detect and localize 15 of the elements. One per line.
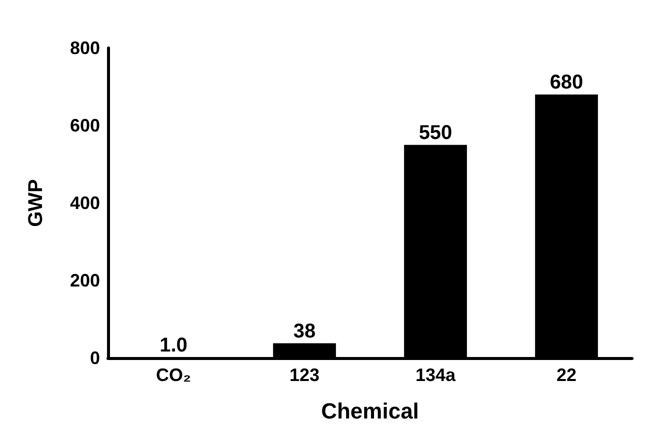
x-tick-label: 22 xyxy=(556,365,577,385)
data-label: 1.0 xyxy=(160,334,188,357)
y-tick-label: 200 xyxy=(70,270,100,290)
y-tick-label: 400 xyxy=(70,193,100,213)
y-tick-label: 800 xyxy=(70,38,100,58)
y-axis-title: GWP xyxy=(25,179,47,227)
data-label: 680 xyxy=(550,72,584,94)
y-tick-label: 600 xyxy=(70,116,100,136)
x-axis-title: Chemical xyxy=(321,398,419,424)
data-label: 38 xyxy=(293,320,316,342)
x-tick-label: CO₂ xyxy=(156,365,191,385)
x-tick-label: 123 xyxy=(289,365,320,385)
x-tick-label: 134a xyxy=(415,365,457,385)
data-label: 550 xyxy=(418,122,452,144)
y-tick-label: 0 xyxy=(90,348,100,368)
